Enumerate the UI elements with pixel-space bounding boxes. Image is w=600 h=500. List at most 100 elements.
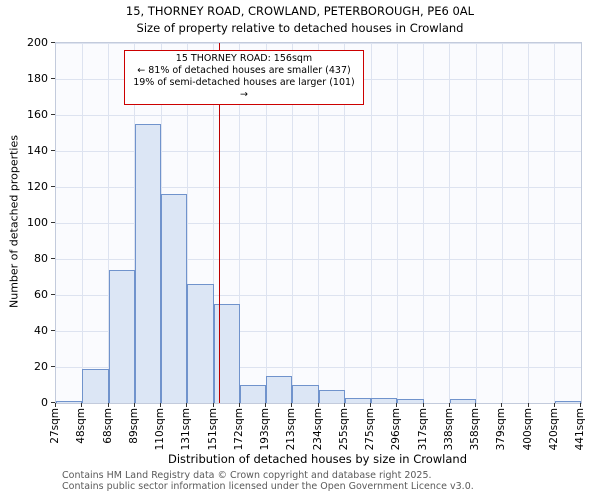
x-tick-label: 110sqm <box>154 408 166 451</box>
x-tick-label: 68sqm <box>101 408 114 444</box>
gridline-vertical <box>449 43 451 403</box>
x-tick-mark <box>527 403 529 407</box>
x-tick-mark <box>501 403 503 407</box>
histogram-bar <box>292 385 319 403</box>
gridline-vertical <box>318 43 319 403</box>
histogram-bar <box>554 401 581 403</box>
histogram-bar <box>266 376 293 403</box>
gridline-vertical <box>108 43 109 403</box>
x-tick-label: 213sqm <box>285 408 298 451</box>
x-tick-label: 296sqm <box>390 408 403 451</box>
x-tick-mark <box>55 403 56 407</box>
gridline-vertical <box>81 43 83 403</box>
histogram-bar <box>318 390 345 403</box>
gridline-vertical <box>554 43 556 403</box>
histogram-bar <box>161 194 188 403</box>
x-tick-mark <box>133 403 135 407</box>
x-tick-mark <box>160 403 161 407</box>
y-tick-mark <box>51 366 55 367</box>
histogram-bar <box>56 401 83 403</box>
x-tick-mark <box>186 403 188 407</box>
y-tick-mark <box>51 258 55 259</box>
gridline-vertical <box>370 43 372 403</box>
gridline-vertical <box>213 43 214 403</box>
y-tick-label: 40 <box>34 324 48 337</box>
y-tick-mark <box>51 186 55 187</box>
annotation-line1: 15 THORNEY ROAD: 156sqm <box>175 53 313 64</box>
x-tick-label: 379sqm <box>495 408 508 451</box>
histogram-bar <box>344 397 371 403</box>
y-tick-mark <box>51 294 55 295</box>
x-tick-mark <box>396 403 398 407</box>
histogram-bar <box>82 368 109 403</box>
x-tick-label: 131sqm <box>180 408 193 451</box>
gridline-vertical <box>291 43 293 403</box>
x-tick-label: 420sqm <box>547 408 560 451</box>
x-tick-label: 234sqm <box>311 408 324 451</box>
gridline-vertical <box>501 43 503 403</box>
y-tick-mark <box>51 402 55 403</box>
x-tick-label: 27sqm <box>49 408 61 444</box>
histogram-bar <box>371 397 398 403</box>
x-tick-mark <box>317 403 319 407</box>
x-tick-label: 172sqm <box>232 408 245 451</box>
x-axis-label: Distribution of detached houses by size … <box>167 452 468 466</box>
y-tick-label: 20 <box>34 360 48 373</box>
chart-title: 15, THORNEY ROAD, CROWLAND, PETERBOROUGH… <box>125 4 475 18</box>
histogram-bar <box>108 269 135 403</box>
y-tick-label: 100 <box>27 216 48 229</box>
x-tick-mark <box>422 403 424 407</box>
histogram-bar <box>397 399 424 403</box>
y-tick-label: 60 <box>34 288 48 301</box>
plot-area: 15 THORNEY ROAD: 156sqm ← 81% of detache… <box>55 42 582 404</box>
x-tick-mark <box>81 403 83 407</box>
x-tick-label: 89sqm <box>127 408 140 444</box>
y-tick-label: 200 <box>27 36 48 49</box>
x-tick-mark <box>553 403 555 407</box>
x-tick-mark <box>580 403 581 407</box>
histogram-bar <box>449 399 476 403</box>
x-tick-label: 151sqm <box>206 408 219 451</box>
x-tick-label: 48sqm <box>75 408 88 444</box>
y-tick-label: 180 <box>27 72 48 85</box>
x-tick-mark <box>475 403 476 407</box>
annotation-box: 15 THORNEY ROAD: 156sqm ← 81% of detache… <box>124 50 364 105</box>
y-tick-mark <box>51 150 55 151</box>
histogram-bar <box>213 304 240 403</box>
x-tick-mark <box>343 403 345 407</box>
y-tick-mark <box>51 42 55 43</box>
gridline-vertical <box>265 43 267 403</box>
x-tick-label: 338sqm <box>442 408 455 451</box>
y-tick-mark <box>51 114 55 115</box>
histogram-bar <box>187 284 214 403</box>
x-tick-label: 441sqm <box>574 408 586 451</box>
x-tick-mark <box>265 403 266 407</box>
gridline-vertical <box>396 43 398 403</box>
x-tick-mark <box>448 403 450 407</box>
footer-attribution-1: Contains HM Land Registry data © Crown c… <box>62 470 432 481</box>
x-tick-mark <box>291 403 293 407</box>
gridline-vertical <box>528 43 529 403</box>
y-tick-label: 80 <box>34 252 48 265</box>
x-tick-label: 255sqm <box>337 408 350 451</box>
gridline-vertical <box>186 43 188 403</box>
gridline-vertical <box>475 43 477 403</box>
annotation-line3: 19% of semi-detached houses are larger (… <box>133 77 355 100</box>
y-tick-label: 120 <box>27 180 48 193</box>
gridline-vertical <box>423 43 424 403</box>
y-tick-mark <box>51 222 55 223</box>
x-tick-mark <box>212 403 214 407</box>
x-tick-mark <box>370 403 371 407</box>
x-tick-mark <box>107 403 109 407</box>
footer-attribution-2: Contains public sector information licen… <box>62 481 474 492</box>
histogram-bar <box>239 385 266 403</box>
property-size-marker-line <box>218 43 221 403</box>
chart-subtitle: Size of property relative to detached ho… <box>136 21 464 35</box>
x-tick-label: 275sqm <box>364 408 376 451</box>
x-tick-label: 317sqm <box>416 408 429 451</box>
histogram-bar <box>134 124 161 403</box>
x-tick-label: 358sqm <box>469 408 481 451</box>
y-tick-mark <box>51 78 55 79</box>
x-tick-label: 400sqm <box>521 408 534 451</box>
